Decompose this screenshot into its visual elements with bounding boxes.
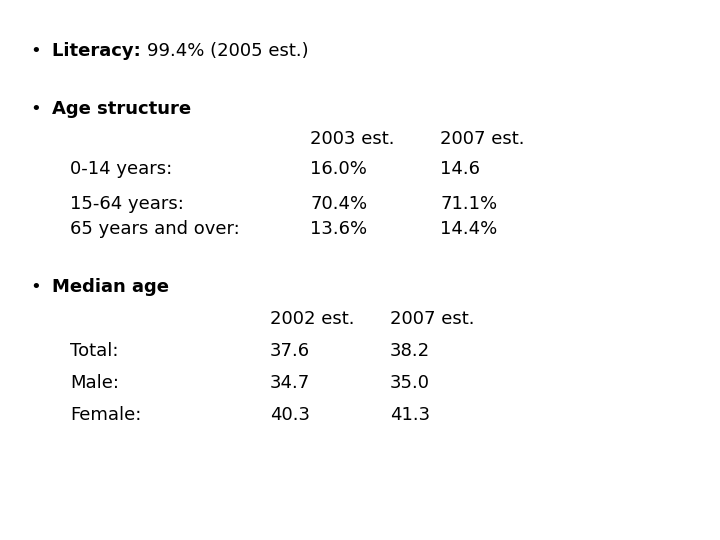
Text: 40.3: 40.3 bbox=[270, 406, 310, 424]
Text: 2002 est.: 2002 est. bbox=[270, 310, 354, 328]
Text: 99.4% (2005 est.): 99.4% (2005 est.) bbox=[147, 42, 309, 60]
Text: 65 years and over:: 65 years and over: bbox=[70, 220, 240, 238]
Text: •: • bbox=[30, 278, 41, 296]
Text: 34.7: 34.7 bbox=[270, 374, 310, 392]
Text: 38.2: 38.2 bbox=[390, 342, 430, 360]
Text: 37.6: 37.6 bbox=[270, 342, 310, 360]
Text: 2003 est.: 2003 est. bbox=[310, 130, 395, 148]
Text: Median age: Median age bbox=[52, 278, 169, 296]
Text: •: • bbox=[30, 42, 41, 60]
Text: Male:: Male: bbox=[70, 374, 119, 392]
Text: 0-14 years:: 0-14 years: bbox=[70, 160, 172, 178]
Text: Female:: Female: bbox=[70, 406, 141, 424]
Text: 71.1%: 71.1% bbox=[440, 195, 497, 213]
Text: Literacy:: Literacy: bbox=[52, 42, 153, 60]
Text: 70.4%: 70.4% bbox=[310, 195, 367, 213]
Text: 15-64 years:: 15-64 years: bbox=[70, 195, 184, 213]
Text: 2007 est.: 2007 est. bbox=[440, 130, 524, 148]
Text: Total:: Total: bbox=[70, 342, 119, 360]
Text: Age structure: Age structure bbox=[52, 100, 191, 118]
Text: 14.4%: 14.4% bbox=[440, 220, 498, 238]
Text: 2007 est.: 2007 est. bbox=[390, 310, 474, 328]
Text: 14.6: 14.6 bbox=[440, 160, 480, 178]
Text: 35.0: 35.0 bbox=[390, 374, 430, 392]
Text: •: • bbox=[30, 100, 41, 118]
Text: 41.3: 41.3 bbox=[390, 406, 430, 424]
Text: 13.6%: 13.6% bbox=[310, 220, 367, 238]
Text: 16.0%: 16.0% bbox=[310, 160, 367, 178]
